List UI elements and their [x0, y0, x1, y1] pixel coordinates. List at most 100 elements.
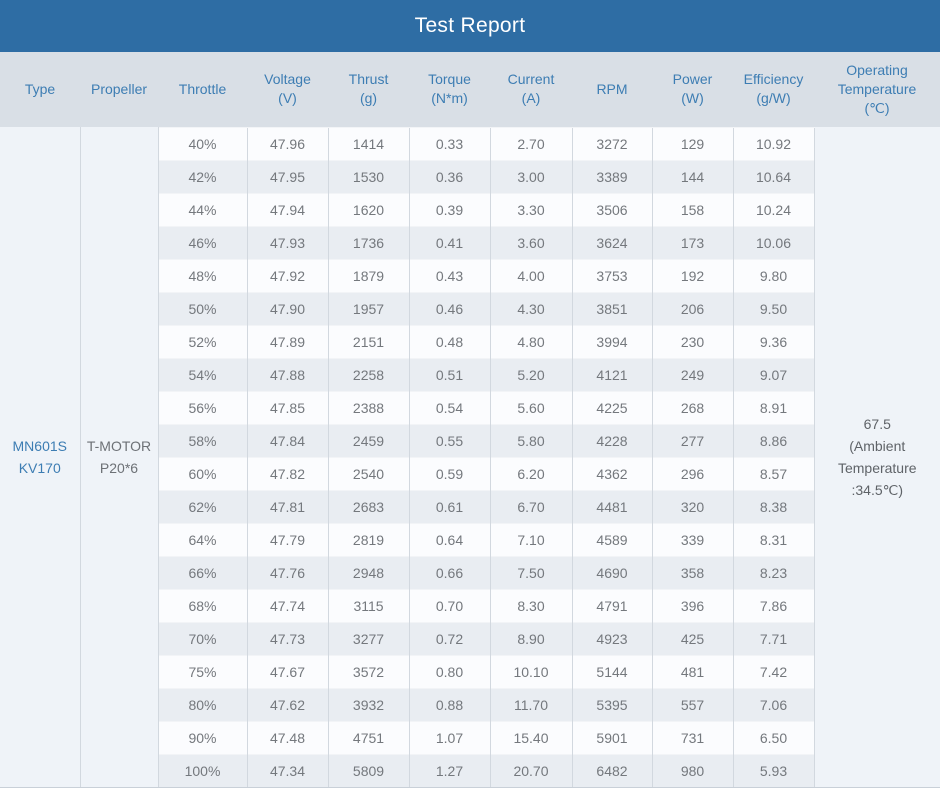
column-header-rpm: RPM: [572, 52, 652, 127]
column-header-voltage: Voltage (V): [247, 52, 328, 127]
power-cell: 173: [651, 225, 733, 259]
voltage-cell: 47.88: [246, 357, 328, 391]
column-label: Throttle: [178, 80, 227, 97]
current-cell: 6.70: [489, 489, 572, 523]
voltage-cell: 47.81: [246, 489, 328, 523]
voltage-cell: 47.93: [246, 225, 328, 259]
rpm-cell: 3506: [571, 192, 652, 226]
current-cell: 4.80: [489, 324, 572, 358]
throttle-cell: 46%: [157, 225, 247, 259]
torque-cell: 0.39: [408, 192, 490, 226]
thrust-cell: 3115: [327, 588, 409, 622]
report-title: Test Report: [414, 14, 526, 37]
table-row: 54% 47.88 2258 0.51 5.20 4121 249 9.07: [0, 357, 940, 391]
efficiency-cell: 10.24: [732, 192, 814, 226]
thrust-cell: 1736: [327, 225, 409, 259]
throttle-cell: 48%: [157, 258, 247, 292]
torque-cell: 0.59: [408, 456, 490, 490]
thrust-cell: 3932: [327, 687, 409, 721]
column-header-efficiency: Efficiency (g/W): [733, 52, 814, 127]
thrust-cell: 1879: [327, 258, 409, 292]
column-unit: (N*m): [431, 90, 468, 107]
rpm-cell: 3851: [571, 291, 652, 325]
torque-cell: 0.33: [408, 126, 490, 160]
throttle-cell: 64%: [157, 522, 247, 556]
voltage-cell: 47.79: [246, 522, 328, 556]
torque-cell: 0.64: [408, 522, 490, 556]
column-label: Thrust: [348, 71, 389, 88]
report-table-body: MN601S KV170 T-MOTOR P20*6 40% 47.96 1414 0.3…: [0, 126, 940, 787]
thrust-cell: 1620: [327, 192, 409, 226]
column-header-torque: Torque (N*m): [409, 52, 490, 127]
temperature-cell: 67.5 (Ambient Temperature :34.5℃): [813, 127, 940, 787]
rpm-cell: 3389: [571, 159, 652, 193]
voltage-cell: 47.84: [246, 423, 328, 457]
throttle-cell: 70%: [157, 621, 247, 655]
throttle-cell: 56%: [157, 390, 247, 424]
thrust-cell: 2948: [327, 555, 409, 589]
throttle-cell: 62%: [157, 489, 247, 523]
table-row: 48% 47.92 1879 0.43 4.00 3753 192 9.80: [0, 258, 940, 292]
voltage-cell: 47.67: [246, 654, 328, 688]
column-label: RPM: [596, 80, 628, 97]
current-cell: 4.00: [489, 258, 572, 292]
power-cell: 249: [651, 357, 733, 391]
thrust-cell: 2819: [327, 522, 409, 556]
voltage-cell: 47.48: [246, 720, 328, 754]
thrust-cell: 4751: [327, 720, 409, 754]
efficiency-cell: 9.07: [732, 357, 814, 391]
rpm-cell: 5395: [571, 687, 652, 721]
power-cell: 425: [651, 621, 733, 655]
column-label: Type: [24, 81, 56, 97]
voltage-cell: 47.76: [246, 555, 328, 589]
torque-cell: 0.46: [408, 291, 490, 325]
rpm-cell: 5901: [571, 720, 652, 754]
throttle-cell: 50%: [157, 291, 247, 325]
rpm-cell: 3272: [571, 126, 652, 160]
rpm-cell: 4225: [571, 390, 652, 424]
table-row: 68% 47.74 3115 0.70 8.30 4791 396 7.86: [0, 588, 940, 622]
table-row: 100% 47.34 5809 1.27 20.70 6482 980 5.93: [0, 753, 940, 787]
column-header-current: Current (A): [490, 52, 572, 127]
throttle-cell: 52%: [157, 324, 247, 358]
thrust-cell: 3277: [327, 621, 409, 655]
torque-cell: 0.72: [408, 621, 490, 655]
throttle-cell: 90%: [157, 720, 247, 754]
torque-cell: 0.48: [408, 324, 490, 358]
current-cell: 3.60: [489, 225, 572, 259]
column-label: Power: [672, 71, 713, 88]
torque-cell: 1.07: [408, 720, 490, 754]
efficiency-cell: 8.38: [732, 489, 814, 523]
column-label: Voltage: [264, 71, 311, 88]
power-cell: 731: [651, 720, 733, 754]
throttle-cell: 80%: [157, 687, 247, 721]
current-cell: 11.70: [489, 687, 572, 721]
thrust-cell: 2258: [327, 357, 409, 391]
table-row: 64% 47.79 2819 0.64 7.10 4589 339 8.31: [0, 522, 940, 556]
rpm-cell: 4923: [571, 621, 652, 655]
torque-cell: 0.51: [408, 357, 490, 391]
current-cell: 3.30: [489, 192, 572, 226]
current-cell: 6.20: [489, 456, 572, 490]
column-label: Operating Temperature: [837, 62, 917, 97]
efficiency-cell: 7.71: [732, 621, 814, 655]
rpm-cell: 4121: [571, 357, 652, 391]
efficiency-cell: 8.31: [732, 522, 814, 556]
report-table: Type Propeller Throttle Voltage (V) Thru…: [0, 52, 940, 787]
torque-cell: 0.55: [408, 423, 490, 457]
column-label: Propeller: [90, 81, 148, 97]
power-cell: 206: [651, 291, 733, 325]
current-cell: 3.00: [489, 159, 572, 193]
efficiency-cell: 9.80: [732, 258, 814, 292]
thrust-cell: 1957: [327, 291, 409, 325]
power-cell: 296: [651, 456, 733, 490]
torque-cell: 0.70: [408, 588, 490, 622]
torque-cell: 1.27: [408, 753, 490, 787]
throttle-cell: 44%: [157, 192, 247, 226]
voltage-cell: 47.82: [246, 456, 328, 490]
torque-cell: 0.36: [408, 159, 490, 193]
voltage-cell: 47.74: [246, 588, 328, 622]
efficiency-cell: 7.86: [732, 588, 814, 622]
rpm-cell: 4362: [571, 456, 652, 490]
